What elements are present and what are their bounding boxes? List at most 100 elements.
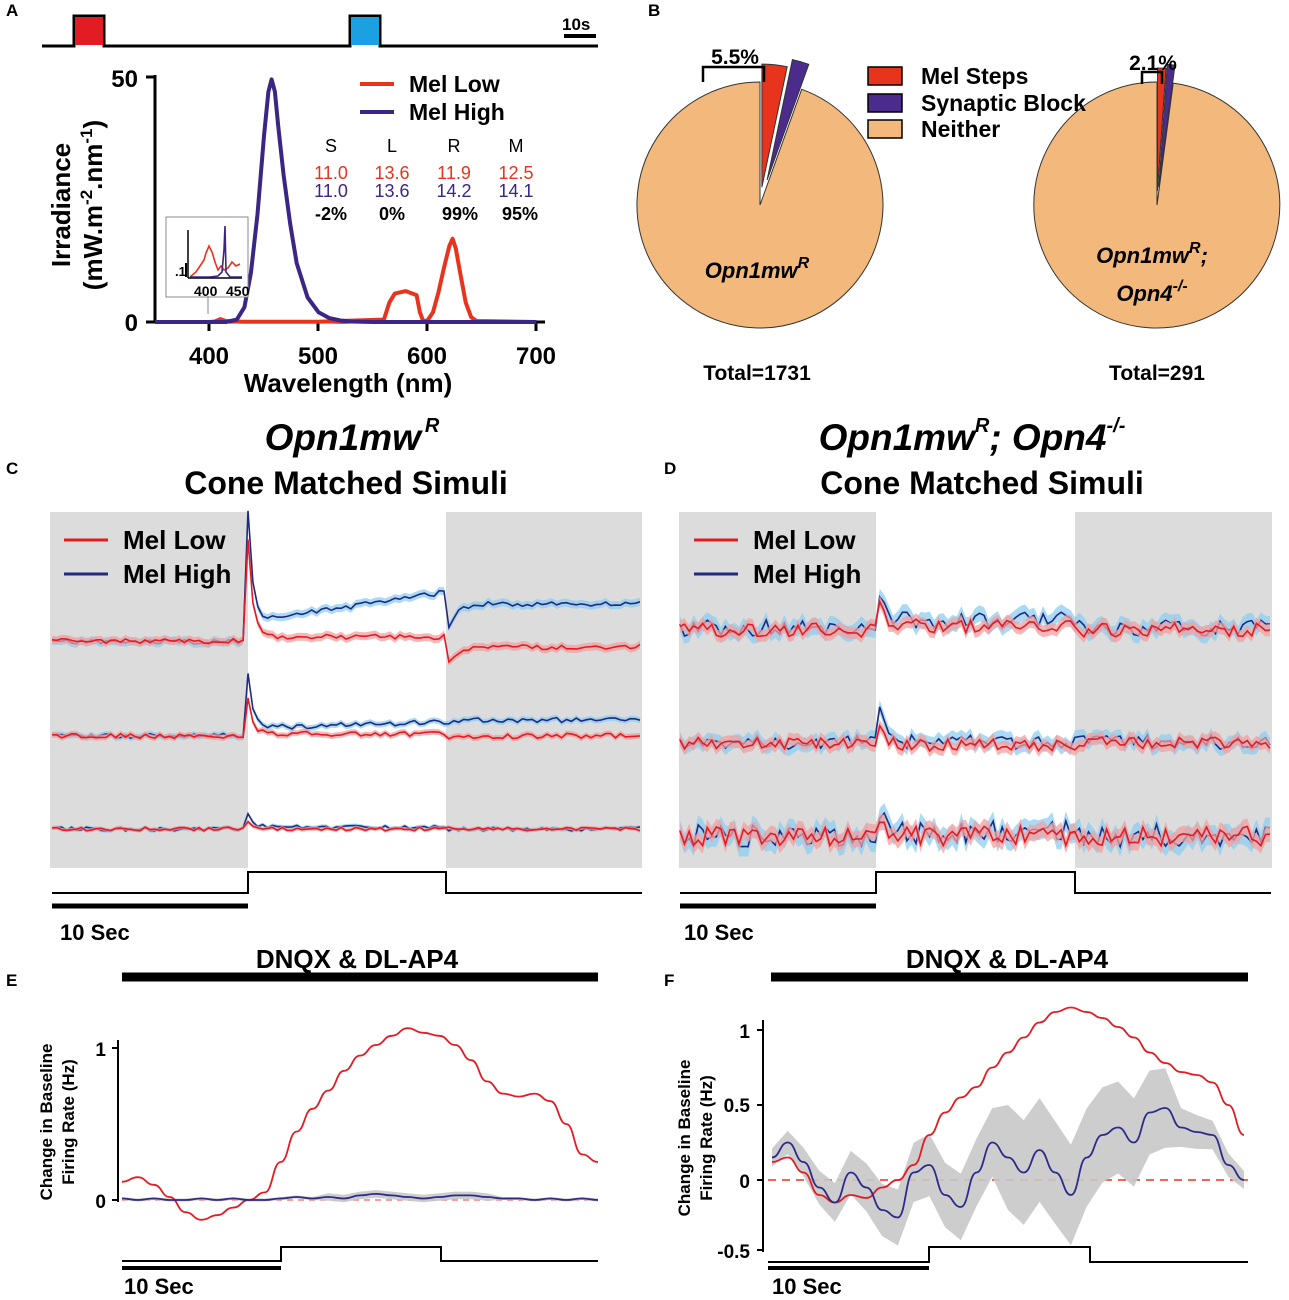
c-legend-mel-low: Mel Low: [123, 525, 226, 555]
panel-a-label: A: [6, 1, 18, 20]
d-trace-5: [679, 821, 1271, 849]
c-dark-period-1: [50, 512, 248, 868]
panel-b-label: B: [648, 1, 660, 20]
pie1-slice-synaptic-block: [766, 59, 810, 181]
d-stimulus-trace: [680, 871, 1271, 894]
panel-d-label: D: [664, 459, 676, 478]
svg-text:14.2: 14.2: [436, 181, 471, 201]
svg-text:11.9: 11.9: [437, 163, 471, 183]
svg-text:13.6: 13.6: [374, 163, 409, 183]
c-trace-2: [51, 673, 641, 739]
c-dark-period-2: [446, 512, 642, 868]
c-stimulus-trace: [52, 871, 642, 894]
c-ci-band-3: [52, 695, 640, 742]
c-trace-1: [51, 539, 641, 664]
f-ytick-0: 0: [739, 1172, 750, 1193]
panel-a-inset: .1 400 450: [165, 216, 250, 314]
cone-excitation-table: S L R M 11.0 13.6 11.9 12.5 11.0 13.6 14…: [314, 136, 538, 224]
a-ytick-50: 50: [111, 66, 138, 93]
f-series: [771, 1006, 1245, 1246]
svg-text:95%: 95%: [502, 204, 538, 224]
e-series-mel-low: [121, 1027, 599, 1221]
red-stimulus-block: [75, 17, 103, 45]
d-dark-period-1: [679, 512, 876, 868]
pie-opn1mw-opn4: [1033, 63, 1281, 329]
pie2-total: Total=291: [1109, 362, 1205, 385]
a-xtick-600: 600: [407, 343, 447, 370]
f-ytick-1: 1: [739, 1022, 750, 1043]
c-traces: [51, 510, 641, 833]
pie2-label-line1: Opn1mwR;: [1096, 240, 1208, 268]
d-scale-label: 10 Sec: [684, 920, 754, 945]
e-ytick-1: 1: [95, 1040, 106, 1061]
inset-ytick: .1: [175, 264, 186, 279]
c-trace-5: [51, 820, 641, 832]
f-drug-label: DNQX & DL-AP4: [906, 944, 1109, 974]
svg-text:11.0: 11.0: [314, 163, 348, 183]
c-legend-mel-high: Mel High: [123, 559, 231, 589]
f-ytick-neg0.5: -0.5: [717, 1242, 750, 1263]
svg-text:Change in Baseline: Change in Baseline: [675, 1060, 694, 1217]
inset-xtick-400: 400: [194, 283, 218, 299]
pie2-percent: 2.1%: [1129, 52, 1177, 75]
d-traces: [679, 588, 1271, 857]
svg-text:Firing Rate (Hz): Firing Rate (Hz): [59, 1059, 78, 1185]
pie2-label-line2: Opn4-/-: [1116, 278, 1187, 306]
f-series-mel-high: [771, 1107, 1245, 1219]
e-scale-label: 10 Sec: [124, 1274, 194, 1299]
table-header-l: L: [387, 136, 397, 156]
f-ylabel: Change in Baseline Firing Rate (Hz): [675, 1060, 716, 1217]
svg-text:Firing Rate (Hz): Firing Rate (Hz): [697, 1075, 716, 1201]
e-drug-label: DNQX & DL-AP4: [256, 944, 459, 974]
svg-text:13.6: 13.6: [374, 181, 409, 201]
svg-text:0%: 0%: [379, 204, 405, 224]
pie-opn1mw: [636, 59, 884, 329]
pie1-total: Total=1731: [703, 362, 811, 385]
e-axes: 1 0: [95, 1040, 598, 1213]
a-ylabel: Irradiance (mW.m-2.nm-1): [46, 120, 108, 290]
d-title: Opn1mwR; Opn4-/-: [819, 415, 1126, 458]
svg-text:12.5: 12.5: [498, 163, 533, 183]
panel-a-legend: Mel Low Mel High: [360, 71, 505, 125]
d-trace-1: [679, 598, 1271, 639]
inset-xtick-450: 450: [226, 283, 250, 299]
a-legend-mel-high: Mel High: [409, 99, 505, 125]
svg-text:(mW.m-2.nm-1): (mW.m-2.nm-1): [77, 120, 108, 290]
e-stimulus-trace: [122, 1246, 598, 1262]
d-legend-mel-low: Mel Low: [753, 525, 856, 555]
panel-c-label: C: [6, 459, 18, 478]
svg-text:Irradiance: Irradiance: [46, 143, 76, 267]
c-subtitle: Cone Matched Simuli: [184, 465, 508, 501]
table-header-r: R: [448, 136, 461, 156]
f-series-mel-low: [771, 1006, 1245, 1204]
panel-a-scale-label: 10s: [562, 15, 590, 34]
a-xtick-700: 700: [516, 343, 556, 370]
d-dark-period-2: [1075, 512, 1272, 868]
d-trace-3: [679, 723, 1271, 753]
panel-b-legend: Mel Steps Synaptic Block Neither: [867, 63, 1086, 142]
e-series: [121, 1027, 599, 1221]
pie2-slice-neither: [1033, 81, 1281, 329]
svg-text:-2%: -2%: [315, 204, 347, 224]
e-ytick-0: 0: [95, 1192, 106, 1213]
pie2-bracket: 2.1%: [1129, 52, 1177, 84]
panel-a-axes: 50 0 400 500 600 700 Wavelength (nm) Irr…: [46, 66, 556, 398]
d-ci-band-3: [680, 719, 1270, 757]
a-xlabel: Wavelength (nm): [244, 368, 452, 398]
c-title: Opn1mw R: [265, 415, 440, 458]
svg-text:99%: 99%: [442, 204, 478, 224]
panel-a-stimulus-trace: 10s: [42, 14, 598, 48]
c-scale-label: 10 Sec: [60, 920, 130, 945]
d-legend-mel-high: Mel High: [753, 559, 861, 589]
f-ytick-0.5: 0.5: [724, 1096, 751, 1117]
f-scale-label: 10 Sec: [772, 1274, 842, 1299]
svg-text:14.1: 14.1: [498, 181, 533, 201]
f-stimulus-trace: [768, 1246, 1248, 1263]
a-xtick-400: 400: [189, 343, 229, 370]
pie1-slice-mel-steps: [761, 63, 788, 188]
a-xtick-500: 500: [298, 343, 338, 370]
pie2-slice-mel-steps: [1157, 67, 1167, 192]
pie1-label: Opn1mwR: [705, 255, 810, 283]
pie1-percent: 5.5%: [711, 46, 759, 69]
